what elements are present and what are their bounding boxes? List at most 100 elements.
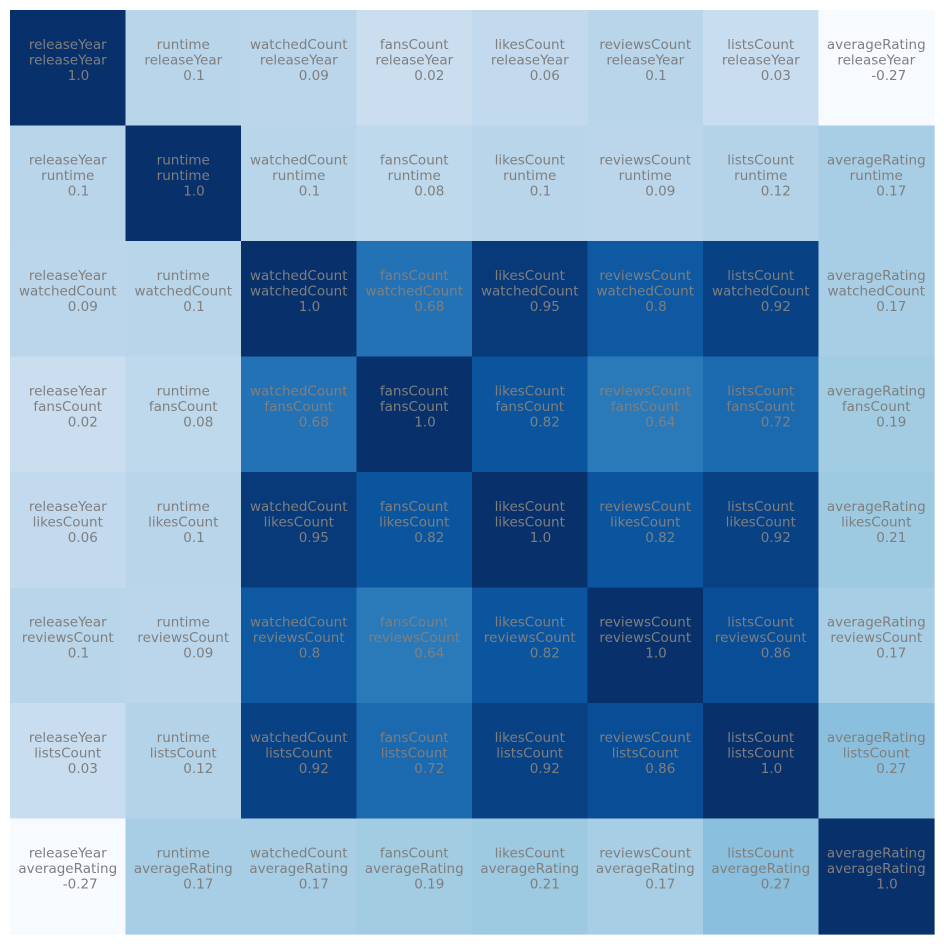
heatmap-cell — [472, 703, 589, 820]
heatmap-cell — [356, 241, 473, 358]
heatmap-cell — [587, 241, 704, 358]
cell-label: likesCount watchedCount 0.95 — [481, 268, 579, 315]
heatmap-cell — [10, 10, 127, 127]
heatmap-cell — [818, 587, 935, 704]
heatmap-cell — [818, 241, 935, 358]
heatmap-cell — [703, 703, 820, 820]
heatmap-cell — [241, 587, 358, 704]
cell-label: releaseYear averageRating -0.27 — [18, 846, 117, 893]
heatmap-cell — [125, 472, 242, 589]
heatmap-cell — [818, 356, 935, 473]
cell-label: averageRating averageRating 1.0 — [827, 846, 926, 893]
heatmap-cell — [472, 241, 589, 358]
heatmap-cell — [472, 10, 589, 127]
heatmap-cell — [472, 125, 589, 242]
heatmap-cell — [703, 818, 820, 935]
heatmap-cell — [703, 587, 820, 704]
cell-label: reviewsCount listsCount 0.86 — [599, 730, 691, 777]
cell-label: reviewsCount releaseYear 0.1 — [599, 37, 691, 84]
cell-label: listsCount runtime 0.12 — [727, 153, 794, 200]
cell-label: likesCount likesCount 1.0 — [495, 499, 565, 546]
cell-label: releaseYear listsCount 0.03 — [29, 730, 107, 777]
cell-label: releaseYear reviewsCount 0.1 — [22, 615, 114, 662]
heatmap-cell — [241, 472, 358, 589]
cell-label: releaseYear fansCount 0.02 — [29, 384, 107, 431]
cell-label: watchedCount releaseYear 0.09 — [250, 37, 348, 84]
cell-label: listsCount likesCount 0.92 — [726, 499, 796, 546]
heatmap-cell — [703, 241, 820, 358]
cell-label: reviewsCount averageRating 0.17 — [596, 846, 695, 893]
heatmap-cell — [356, 587, 473, 704]
cell-label: runtime listsCount 0.12 — [150, 730, 217, 777]
heatmap-cell — [356, 10, 473, 127]
heatmap-cell — [587, 356, 704, 473]
cell-label: listsCount watchedCount 0.92 — [712, 268, 810, 315]
heatmap-cell — [241, 125, 358, 242]
cell-label: reviewsCount reviewsCount 1.0 — [599, 615, 691, 662]
cell-label: releaseYear likesCount 0.06 — [29, 499, 107, 546]
cell-label: releaseYear watchedCount 0.09 — [19, 268, 117, 315]
cell-label: averageRating runtime 0.17 — [827, 153, 926, 200]
heatmap-cell — [241, 241, 358, 358]
cell-label: averageRating releaseYear -0.27 — [827, 37, 926, 84]
cell-label: reviewsCount watchedCount 0.8 — [596, 268, 694, 315]
cell-label: runtime runtime 1.0 — [157, 153, 210, 200]
cell-label: watchedCount reviewsCount 0.8 — [250, 615, 348, 662]
heatmap-cell — [587, 10, 704, 127]
cell-label: runtime likesCount 0.1 — [148, 499, 218, 546]
cell-label: runtime watchedCount 0.1 — [134, 268, 232, 315]
heatmap-cell — [10, 356, 127, 473]
heatmap-cell — [125, 10, 242, 127]
heatmap-cell-labels: releaseYear releaseYear 1.0 runtime releaseY… — [18, 37, 925, 893]
heatmap-cell — [703, 10, 820, 127]
cell-label: likesCount averageRating 0.21 — [480, 846, 579, 893]
heatmap-cell — [703, 472, 820, 589]
cell-label: listsCount fansCount 0.72 — [726, 384, 795, 431]
heatmap-cell — [356, 356, 473, 473]
heatmap-cell — [818, 125, 935, 242]
heatmap-cell — [472, 356, 589, 473]
heatmap-cells — [10, 10, 935, 935]
cell-label: reviewsCount fansCount 0.64 — [599, 384, 691, 431]
cell-label: fansCount releaseYear 0.02 — [375, 37, 453, 84]
heatmap-cell — [356, 703, 473, 820]
heatmap-cell — [241, 818, 358, 935]
heatmap-cell — [818, 703, 935, 820]
heatmap-cell — [356, 472, 473, 589]
heatmap-cell — [587, 818, 704, 935]
cell-label: fansCount averageRating 0.19 — [365, 846, 464, 893]
cell-label: fansCount fansCount 1.0 — [380, 384, 449, 431]
heatmap-cell — [587, 703, 704, 820]
cell-label: runtime reviewsCount 0.09 — [137, 615, 229, 662]
cell-label: watchedCount listsCount 0.92 — [250, 730, 348, 777]
cell-label: averageRating watchedCount 0.17 — [827, 268, 926, 315]
heatmap-cell — [241, 356, 358, 473]
heatmap-cell — [356, 125, 473, 242]
cell-label: watchedCount averageRating 0.17 — [249, 846, 348, 893]
cell-label: listsCount reviewsCount 0.86 — [715, 615, 807, 662]
heatmap-cell — [125, 241, 242, 358]
cell-label: likesCount runtime 0.1 — [495, 153, 565, 200]
heatmap-cell — [472, 472, 589, 589]
cell-label: releaseYear releaseYear 1.0 — [29, 37, 107, 84]
heatmap-cell — [125, 125, 242, 242]
cell-label: likesCount listsCount 0.92 — [495, 730, 565, 777]
cell-label: averageRating reviewsCount 0.17 — [827, 615, 926, 662]
heatmap-cell — [818, 472, 935, 589]
heatmap-cell — [703, 356, 820, 473]
cell-label: listsCount averageRating 0.27 — [711, 846, 810, 893]
cell-label: averageRating likesCount 0.21 — [827, 499, 926, 546]
cell-label: averageRating fansCount 0.19 — [827, 384, 926, 431]
heatmap-cell — [125, 818, 242, 935]
cell-label: fansCount reviewsCount 0.64 — [368, 615, 460, 662]
cell-label: listsCount listsCount 1.0 — [727, 730, 794, 777]
cell-label: fansCount likesCount 0.82 — [379, 499, 449, 546]
heatmap-cell — [10, 241, 127, 358]
heatmap-cell — [241, 10, 358, 127]
heatmap-cell — [472, 587, 589, 704]
heatmap-cell — [10, 703, 127, 820]
cell-label: listsCount releaseYear 0.03 — [722, 37, 800, 84]
heatmap-cell — [125, 587, 242, 704]
cell-label: fansCount runtime 0.08 — [380, 153, 449, 200]
